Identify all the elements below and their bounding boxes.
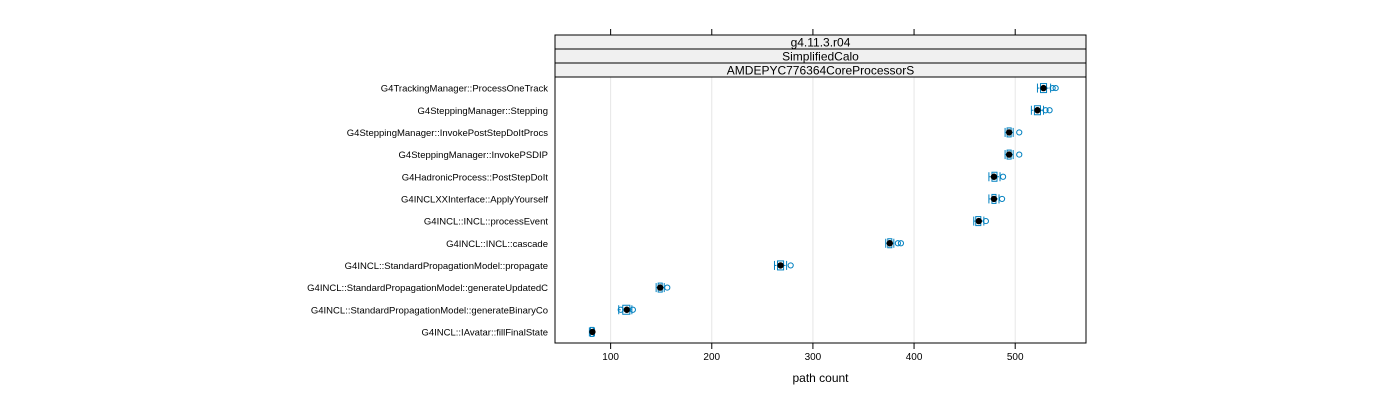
outlier-point — [897, 240, 905, 247]
category-label: G4INCLXXInterface::ApplyYourself — [401, 194, 548, 205]
outlier-point — [999, 173, 1007, 180]
box-group — [1004, 149, 1023, 160]
category-label: G4INCL::StandardPropagationModel::propag… — [345, 261, 548, 272]
x-tick-label: 100 — [602, 352, 619, 363]
outlier-point — [617, 306, 624, 313]
box-group — [773, 260, 794, 271]
outlier-point — [1016, 129, 1023, 136]
category-label: G4INCL::INCL::processEvent — [424, 217, 548, 228]
category-labels: G4TrackingManager::ProcessOneTrackG4Step… — [307, 84, 548, 339]
median-dot — [990, 173, 998, 180]
box-group — [1030, 105, 1053, 116]
x-tick-label: 500 — [1007, 352, 1024, 363]
category-label: G4INCL::StandardPropagationModel::genera… — [311, 305, 548, 316]
median-dot — [1034, 107, 1041, 114]
box-group — [988, 171, 1007, 182]
bottom-axis-ticks: 100 200 300 400 500 — [602, 343, 1024, 363]
box-group — [988, 193, 1006, 204]
outlier-point — [1016, 151, 1023, 158]
box-group — [885, 238, 905, 249]
category-label: G4HadronicProcess::PostStepDoIt — [402, 172, 549, 183]
panel-strip-label: g4.11.3.r04 — [791, 36, 851, 50]
x-tick-label: 400 — [906, 352, 923, 363]
median-dot — [656, 284, 664, 291]
category-label: G4SteppingManager::Stepping — [418, 106, 548, 117]
outlier-point — [1046, 107, 1053, 114]
panel-strip-label: AMDEPYC776364CoreProcessorS — [727, 64, 914, 78]
outlier-point — [1049, 84, 1056, 92]
box-marks — [588, 83, 1059, 337]
median-dot — [990, 195, 998, 203]
panel-strips: g4.11.3.r04SimplifiedCaloAMDEPYC776364Co… — [554, 34, 1087, 78]
median-dot — [623, 306, 631, 313]
category-label: G4TrackingManager::ProcessOneTrack — [381, 84, 548, 95]
median-dot — [886, 240, 893, 247]
median-dot — [777, 262, 784, 269]
category-label: G4SteppingManager::InvokePSDIP — [399, 150, 548, 161]
outlier-point — [1042, 107, 1049, 114]
box-group — [1004, 127, 1023, 138]
panel-strip-label: SimplifiedCalo — [782, 50, 859, 64]
plot-frame — [554, 76, 1087, 344]
outlier-point — [1052, 84, 1059, 92]
median-dot — [1040, 84, 1047, 92]
outlier-point — [998, 195, 1006, 203]
box-group — [617, 304, 636, 315]
median-dot — [1005, 151, 1013, 158]
x-tick-label: 200 — [703, 352, 720, 363]
gridlines — [610, 77, 1016, 343]
median-dot — [1005, 129, 1013, 136]
outlier-point — [787, 262, 794, 269]
top-axis-ticks — [610, 29, 1016, 35]
box-group — [588, 326, 596, 337]
category-label: G4INCL::StandardPropagationModel::genera… — [307, 283, 548, 294]
x-tick-label: 300 — [805, 352, 822, 363]
outlier-point — [664, 284, 671, 291]
box-group — [655, 282, 671, 293]
median-dot — [975, 217, 982, 225]
outlier-point — [982, 217, 989, 225]
median-dot — [589, 328, 596, 336]
box-group — [1036, 83, 1059, 94]
outlier-point — [894, 240, 901, 247]
category-label: G4SteppingManager::InvokePostStepDoItPro… — [347, 128, 548, 139]
outlier-point — [629, 306, 636, 313]
category-label: G4INCL::INCL::cascade — [446, 239, 548, 250]
x-axis-title: path count — [792, 371, 849, 385]
box-group — [973, 216, 989, 227]
category-label: G4INCL::IAvatar::fillFinalState — [421, 327, 548, 338]
